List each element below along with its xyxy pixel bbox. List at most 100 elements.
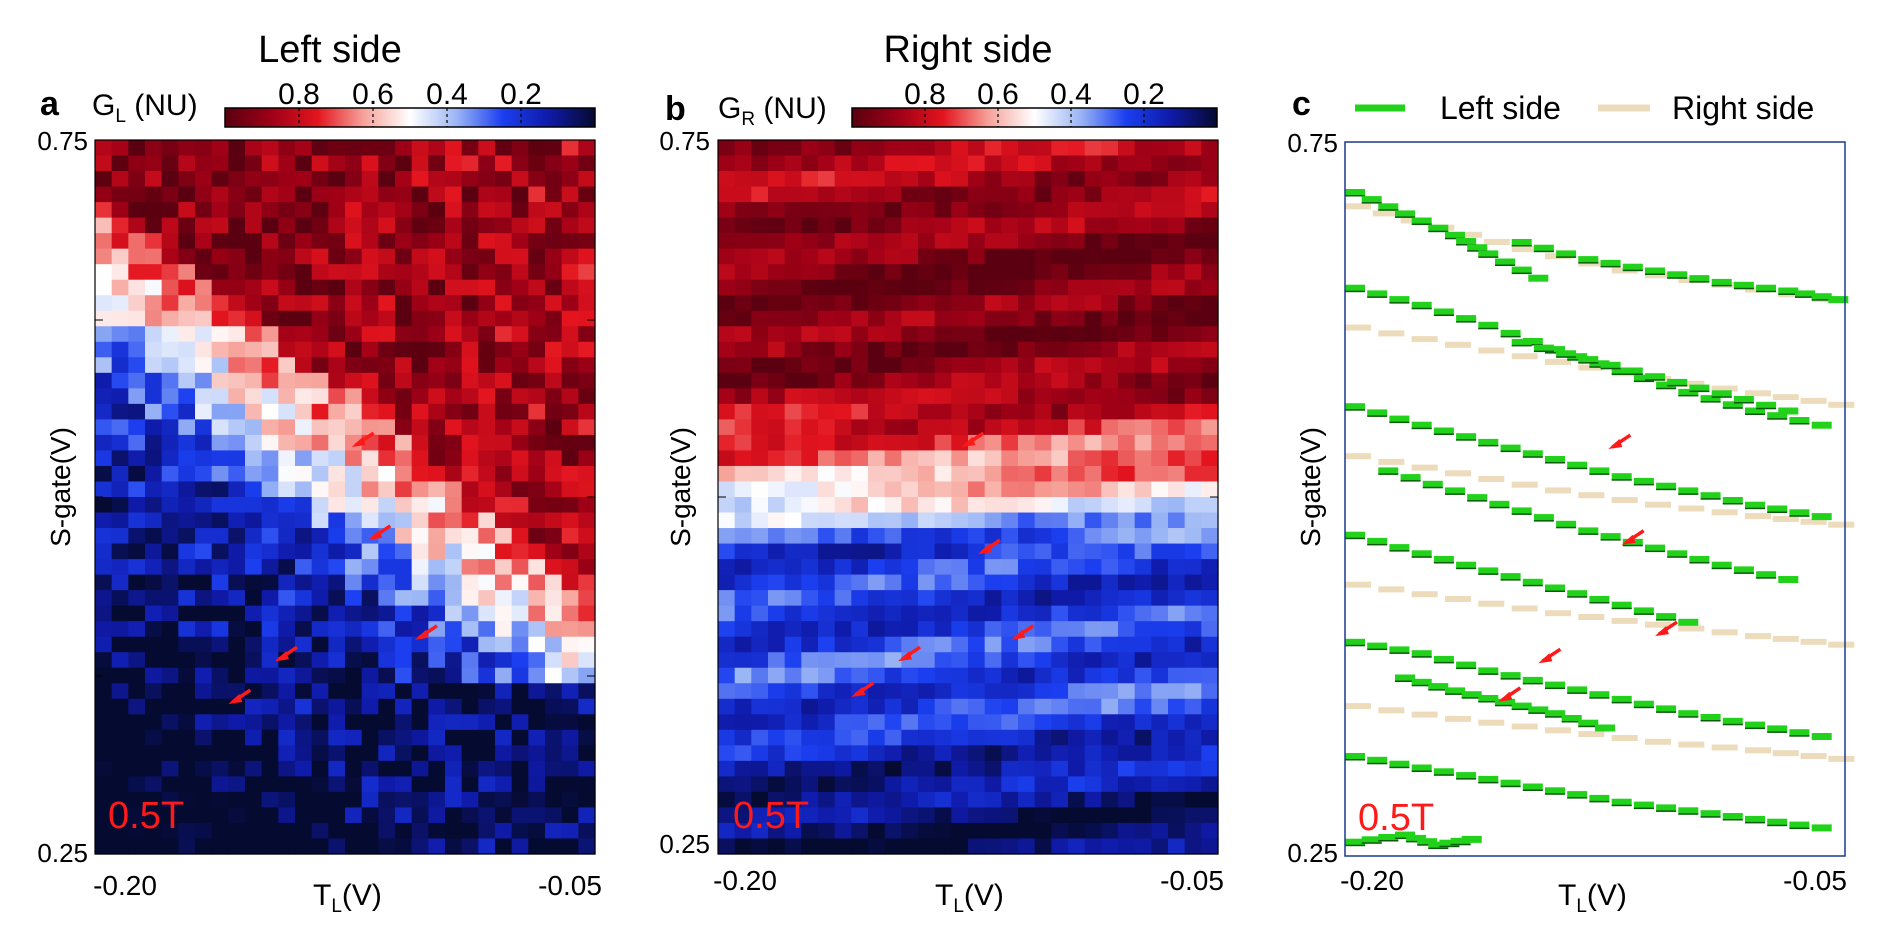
heatmap-cell bbox=[718, 481, 736, 498]
heatmap-cell bbox=[934, 714, 952, 731]
left-side-point-edge bbox=[1395, 216, 1415, 218]
heatmap-cell bbox=[868, 636, 886, 653]
heatmap-cell bbox=[461, 248, 479, 265]
heatmap-cell bbox=[884, 357, 902, 374]
heatmap-cell bbox=[445, 497, 463, 514]
heatmap-cell bbox=[211, 590, 229, 607]
heatmap-cell bbox=[818, 465, 836, 483]
heatmap-cell bbox=[578, 481, 596, 498]
heatmap-cell bbox=[511, 264, 529, 281]
heatmap-cell bbox=[784, 465, 802, 483]
left-side-point bbox=[1528, 274, 1549, 282]
heatmap-cell bbox=[1068, 140, 1086, 157]
heatmap-cell bbox=[145, 419, 163, 436]
heatmap-cell bbox=[145, 543, 163, 560]
arrow-head bbox=[1621, 534, 1636, 545]
left-side-point-edge bbox=[1678, 716, 1699, 718]
panel-b-cbar-label: GR (NU) bbox=[718, 92, 827, 130]
heatmap-cell bbox=[1001, 357, 1019, 374]
heatmap-cell bbox=[1034, 434, 1052, 452]
heatmap-cell bbox=[228, 186, 246, 203]
heatmap-cell bbox=[461, 388, 479, 405]
left-side-point-edge bbox=[1433, 774, 1454, 776]
heatmap-cell bbox=[361, 357, 379, 374]
heatmap-cell bbox=[1018, 295, 1036, 312]
heatmap-cell bbox=[461, 419, 479, 436]
heatmap-cell bbox=[1184, 636, 1202, 653]
heatmap-cell bbox=[411, 760, 429, 777]
heatmap-cell bbox=[718, 559, 736, 576]
heatmap-cell bbox=[395, 140, 413, 157]
heatmap-cell bbox=[361, 559, 379, 576]
heatmap-cell bbox=[261, 450, 279, 467]
heatmap-cell bbox=[1018, 543, 1036, 560]
heatmap-cell bbox=[345, 171, 363, 188]
heatmap-cell bbox=[834, 652, 852, 669]
heatmap-cell bbox=[195, 434, 213, 452]
heatmap-cell bbox=[901, 434, 919, 452]
heatmap-cell bbox=[545, 838, 563, 855]
heatmap-cell bbox=[95, 372, 113, 389]
heatmap-cell bbox=[95, 140, 113, 157]
heatmap-cell bbox=[311, 714, 329, 731]
heatmap-cell bbox=[211, 528, 229, 545]
heatmap-cell bbox=[768, 140, 786, 157]
heatmap-cell bbox=[1184, 729, 1202, 746]
heatmap-cell bbox=[578, 605, 596, 622]
heatmap-cell bbox=[511, 326, 529, 343]
heatmap-cell bbox=[578, 621, 596, 638]
heatmap-cell bbox=[178, 217, 196, 234]
heatmap-cell bbox=[428, 419, 446, 436]
heatmap-cell bbox=[901, 155, 919, 172]
heatmap-cell bbox=[245, 217, 263, 234]
heatmap-cell bbox=[801, 605, 819, 622]
left-side-point bbox=[1711, 390, 1732, 398]
heatmap-cell bbox=[578, 590, 596, 607]
heatmap-cell bbox=[1034, 791, 1052, 809]
heatmap-cell bbox=[395, 822, 413, 840]
heatmap-cell bbox=[984, 434, 1002, 452]
heatmap-cell bbox=[968, 202, 986, 219]
heatmap-cell bbox=[95, 683, 113, 700]
heatmap-cell bbox=[1084, 791, 1102, 809]
heatmap-cell bbox=[1151, 605, 1169, 622]
heatmap-cell bbox=[868, 419, 886, 436]
heatmap-cell bbox=[528, 248, 546, 265]
heatmap-cell bbox=[495, 574, 513, 591]
heatmap-cell bbox=[378, 419, 396, 436]
heatmap-cell bbox=[901, 776, 919, 793]
heatmap-cell bbox=[395, 202, 413, 219]
heatmap-cell bbox=[801, 403, 819, 420]
heatmap-cell bbox=[851, 807, 869, 824]
heatmap-cell bbox=[1101, 745, 1119, 762]
heatmap-cell bbox=[311, 403, 329, 420]
heatmap-cell bbox=[1001, 791, 1019, 809]
heatmap-cell bbox=[328, 434, 346, 452]
heatmap-cell bbox=[1101, 838, 1119, 855]
heatmap-cell bbox=[128, 621, 146, 638]
heatmap-cell bbox=[128, 388, 146, 405]
heatmap-cell bbox=[751, 590, 769, 607]
heatmap-cell bbox=[178, 388, 196, 405]
heatmap-cell bbox=[278, 605, 296, 622]
heatmap-cell bbox=[734, 729, 752, 746]
heatmap-cell bbox=[1168, 295, 1186, 312]
heatmap-cell bbox=[1168, 186, 1186, 203]
right-side-point bbox=[1772, 635, 1799, 642]
heatmap-cell bbox=[984, 279, 1002, 296]
heatmap-cell bbox=[884, 341, 902, 358]
heatmap-cell bbox=[145, 140, 163, 157]
heatmap-cell bbox=[361, 403, 379, 420]
left-side-point-edge bbox=[1578, 362, 1599, 364]
heatmap-cell bbox=[195, 233, 213, 250]
heatmap-cell bbox=[161, 636, 179, 653]
heatmap-cell bbox=[1168, 403, 1186, 420]
heatmap-cell bbox=[1184, 745, 1202, 762]
heatmap-cell bbox=[345, 310, 363, 327]
left-side-point-edge bbox=[1678, 813, 1699, 815]
heatmap-cell bbox=[178, 543, 196, 560]
heatmap-cell bbox=[211, 822, 229, 840]
heatmap-cell bbox=[1068, 388, 1086, 405]
heatmap-cell bbox=[984, 698, 1002, 715]
panel-a-xtick-right: -0.05 bbox=[538, 870, 602, 901]
